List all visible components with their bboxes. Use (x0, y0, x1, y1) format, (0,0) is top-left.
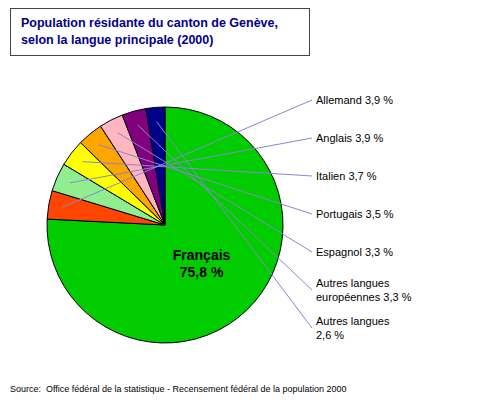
svg-text:Portugais 3,5 %: Portugais 3,5 % (316, 208, 394, 220)
svg-text:Italien 3,7 %: Italien 3,7 % (316, 170, 377, 182)
svg-text:Autres langues2,6 %: Autres langues2,6 % (316, 315, 390, 340)
svg-text:Anglais 3,9 %: Anglais 3,9 % (316, 132, 383, 144)
html-text:Population résidante du canton: Population résidante du canton de Genève… (21, 16, 278, 47)
svg-text:Allemand 3,9 %: Allemand 3,9 % (316, 94, 393, 106)
svg-text:Espagnol 3,3 %: Espagnol 3,3 % (316, 246, 393, 258)
svg-text:Autres langueseuropéennes 3,3: Autres langueseuropéennes 3,3 % (316, 277, 412, 302)
html-text:Source: Office fédéral de la s: Source: Office fédéral de la statistique… (10, 384, 347, 394)
svg-text:Français75,8 %: Français75,8 % (173, 247, 231, 280)
